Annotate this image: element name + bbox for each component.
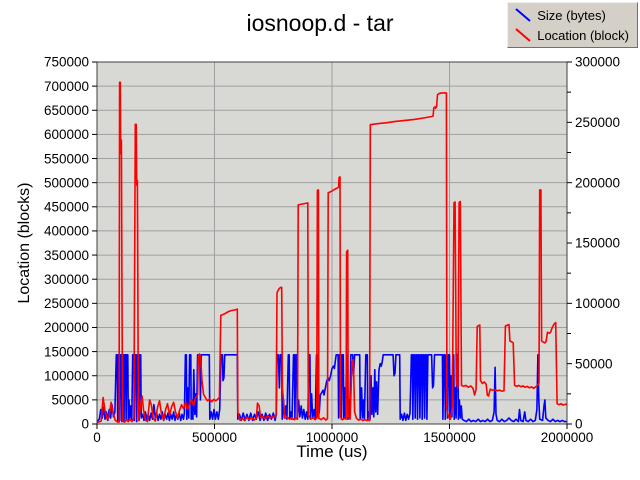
y-right-tick-label: 150000 [575,236,620,251]
legend-line-blue [515,8,531,22]
y-left-tick-label: 50000 [51,393,89,408]
legend: Size (bytes) Location (block) [507,2,638,48]
y-left-tick-label: 350000 [44,248,89,263]
y-right-tick-label: 200000 [575,175,620,190]
y-left-tick-label: 300000 [44,272,89,287]
chart-title: iosnoop.d - tar [246,10,394,36]
y-left-tick-label: 750000 [44,55,89,70]
y-axis-label: Location (blocks) [16,182,33,304]
legend-item-location: Location (block) [513,25,629,45]
y-left-tick-label: 150000 [44,344,89,359]
y-right-tick-label: 300000 [575,55,620,70]
legend-item-size: Size (bytes) [513,5,629,25]
legend-label-size: Size (bytes) [537,7,606,23]
y-left-tick-label: 600000 [44,127,89,142]
x-tick-label: 2000000 [541,430,594,445]
legend-line-sample-red [515,28,531,42]
y-left-tick-label: 500000 [44,175,89,190]
y-right-tick-label: 250000 [575,115,620,130]
x-tick-label: 500000 [192,430,237,445]
y-left-tick-label: 200000 [44,320,89,335]
x-tick-label: 1500000 [423,430,476,445]
y-left-tick-label: 100000 [44,368,89,383]
y-left-tick-label: 0 [81,417,89,432]
y-left-tick-label: 400000 [44,224,89,239]
y-left-tick-label: 700000 [44,79,89,94]
x-tick-label: 0 [93,430,101,445]
y-right-tick-label: 50000 [575,356,613,371]
y-right-tick-label: 0 [575,417,583,432]
y-left-tick-label: 450000 [44,200,89,215]
y-right-tick-label: 100000 [575,296,620,311]
x-axis-label: Time (us) [296,442,368,461]
legend-line-red [515,28,531,42]
y-left-tick-label: 250000 [44,296,89,311]
series-line-location-block [96,81,568,424]
x-tick-label: 1000000 [306,430,359,445]
y-left-tick-label: 550000 [44,151,89,166]
legend-line-sample-blue [515,8,531,22]
legend-label-location: Location (block) [537,27,629,43]
y-left-tick-label: 650000 [44,103,89,118]
